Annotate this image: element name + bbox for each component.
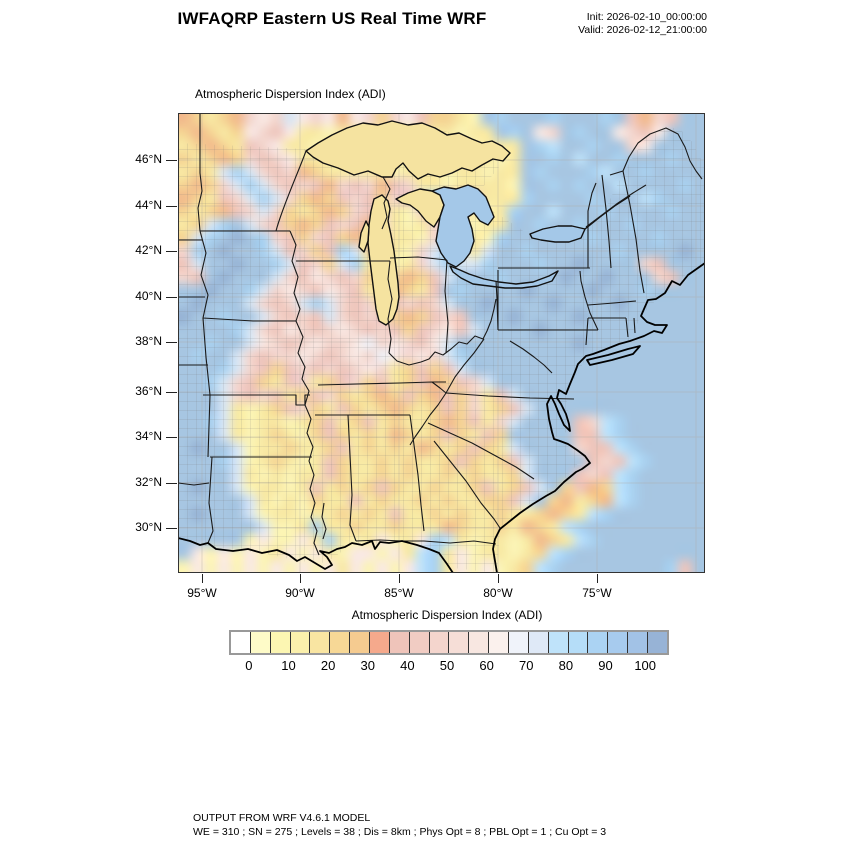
- y-axis-tick: [166, 297, 177, 298]
- colorbar-cell: [468, 632, 489, 653]
- y-axis-tick: [166, 528, 177, 529]
- colorbar-tick-label: 70: [519, 658, 534, 673]
- colorbar-cell: [527, 632, 548, 653]
- colorbar-cell: [249, 632, 270, 653]
- colorbar-tick-label: 90: [598, 658, 613, 673]
- x-axis-label: 80°W: [483, 586, 513, 600]
- colorbar-cell: [388, 632, 409, 653]
- colorbar-cell: [289, 632, 310, 653]
- colorbar-tick-label: 40: [400, 658, 415, 673]
- colorbar-cell: [231, 632, 250, 653]
- colorbar-tick-label: 100: [634, 658, 657, 673]
- colorbar-cell: [408, 632, 429, 653]
- y-axis-label: 46°N: [135, 152, 162, 166]
- footer-notes: OUTPUT FROM WRF V4.6.1 MODEL WE = 310 ; …: [193, 811, 606, 839]
- map-plot: [178, 113, 705, 573]
- colorbar-cell: [309, 632, 330, 653]
- x-axis-tick: [202, 574, 203, 583]
- footer-line2: WE = 310 ; SN = 275 ; Levels = 38 ; Dis …: [193, 826, 607, 838]
- colorbar-tick-label: 80: [558, 658, 574, 673]
- y-axis-tick: [166, 251, 177, 252]
- colorbar-cell: [607, 632, 628, 653]
- init-time: Init: 2026-02-10_00:00:00: [586, 11, 707, 23]
- colorbar-title: Atmospheric Dispersion Index (ADI): [351, 608, 543, 622]
- y-axis-label: 34°N: [135, 429, 162, 443]
- colorbar-cell: [488, 632, 509, 653]
- colorbar-cell: [508, 632, 528, 653]
- colorbar-tick-label: 30: [360, 658, 375, 673]
- x-axis-label: 95°W: [187, 586, 217, 600]
- x-axis-tick: [300, 574, 301, 583]
- colorbar-cell: [329, 632, 350, 653]
- y-axis-tick: [166, 437, 177, 438]
- colorbar-cell: [567, 632, 588, 653]
- colorbar: [229, 630, 669, 655]
- y-axis-tick: [166, 160, 177, 161]
- y-axis-label: 32°N: [135, 475, 162, 489]
- colorbar-tick-label: 50: [439, 658, 455, 673]
- x-axis-label: 90°W: [285, 586, 315, 600]
- y-axis-tick: [166, 483, 177, 484]
- y-axis-label: 30°N: [135, 520, 162, 534]
- footer-line1: OUTPUT FROM WRF V4.6.1 MODEL: [193, 812, 371, 824]
- colorbar-cell: [627, 632, 648, 653]
- field-subtitle: Atmospheric Dispersion Index (ADI): [195, 87, 386, 101]
- x-axis-label: 75°W: [582, 586, 612, 600]
- y-axis-label: 38°N: [135, 334, 162, 348]
- y-axis-label: 44°N: [135, 198, 162, 212]
- y-axis-tick: [166, 206, 177, 207]
- adi-field-image: [178, 113, 705, 573]
- valid-time: Valid: 2026-02-12_21:00:00: [578, 24, 707, 36]
- colorbar-cell: [448, 632, 469, 653]
- colorbar-tick-label: 60: [479, 658, 494, 673]
- x-axis-tick: [498, 574, 499, 583]
- colorbar-cell: [369, 632, 389, 653]
- colorbar-cell: [587, 632, 608, 653]
- x-axis-tick: [399, 574, 400, 583]
- x-axis-tick: [597, 574, 598, 583]
- colorbar-tick-label: 20: [320, 658, 336, 673]
- y-axis-tick: [166, 392, 177, 393]
- page-title: IWFAQRP Eastern US Real Time WRF: [177, 9, 487, 28]
- x-axis-label: 85°W: [384, 586, 414, 600]
- y-axis-label: 40°N: [135, 289, 162, 303]
- y-axis-label: 42°N: [135, 243, 162, 257]
- colorbar-cell: [647, 632, 667, 653]
- colorbar-tick-label: 10: [281, 658, 296, 673]
- y-axis-label: 36°N: [135, 384, 162, 398]
- run-info: Init: 2026-02-10_00:00:00 Valid: 2026-02…: [500, 11, 707, 37]
- colorbar-tick-label: 0: [245, 658, 253, 673]
- colorbar-cell: [547, 632, 568, 653]
- colorbar-cell: [349, 632, 370, 653]
- colorbar-cell: [269, 632, 290, 653]
- colorbar-cell: [428, 632, 449, 653]
- y-axis-tick: [166, 342, 177, 343]
